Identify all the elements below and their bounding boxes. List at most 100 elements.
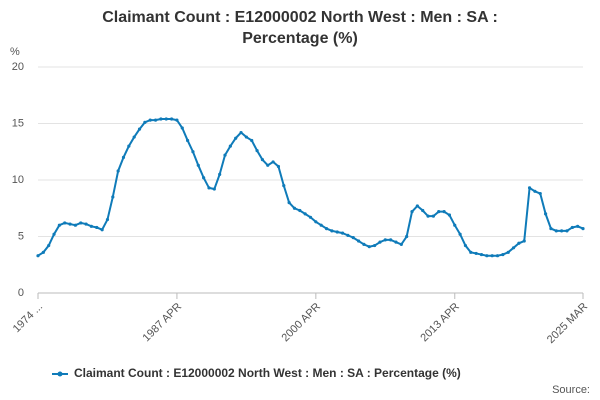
data-point [543, 212, 548, 216]
chart-title: Percentage (%) [242, 30, 358, 47]
data-point [121, 155, 126, 159]
data-point [522, 239, 526, 243]
data-point [127, 144, 131, 148]
x-tick-label: 1987 APR [141, 301, 185, 345]
data-point [143, 120, 147, 124]
data-point [351, 236, 355, 240]
data-point [474, 251, 478, 256]
y-tick-label: 10 [12, 174, 24, 186]
data-point [169, 117, 174, 121]
data-point [490, 254, 494, 258]
data-point [282, 184, 286, 188]
data-point [63, 221, 67, 225]
data-point [410, 210, 414, 214]
data-point [538, 191, 542, 196]
data-point [218, 172, 222, 176]
data-point [186, 138, 190, 143]
data-point [244, 135, 248, 139]
data-point [533, 189, 537, 193]
data-point [463, 243, 468, 248]
data-point [517, 241, 521, 245]
data-point [340, 231, 345, 235]
data-point [431, 214, 435, 218]
data-point [260, 158, 265, 162]
data-point [570, 225, 574, 230]
data-point [314, 220, 318, 224]
data-point [421, 208, 425, 213]
data-point [399, 242, 403, 247]
data-point [501, 252, 505, 257]
data-point [373, 243, 377, 248]
data-point [250, 138, 254, 143]
data-point [292, 206, 297, 210]
data-point [73, 223, 78, 227]
data-point [324, 226, 329, 231]
data-point [191, 150, 195, 154]
data-point [576, 224, 580, 228]
data-point [335, 230, 339, 234]
data-point [41, 250, 45, 254]
data-point [212, 187, 216, 191]
data-point [495, 254, 500, 258]
data-point [95, 225, 99, 230]
data-point [303, 212, 307, 216]
data-point [196, 163, 200, 167]
data-point [549, 226, 553, 231]
data-point [153, 118, 158, 122]
data-point [116, 169, 120, 173]
source: Source: [552, 384, 590, 396]
data-point [57, 223, 61, 227]
data-point [298, 208, 302, 213]
data-point [79, 221, 83, 225]
data-point [356, 239, 361, 243]
data-point [276, 164, 281, 169]
data-point [47, 243, 51, 248]
data-point [36, 254, 40, 258]
data-point [100, 228, 104, 232]
data-point [223, 153, 227, 157]
data-point [266, 163, 270, 167]
data-point [511, 246, 516, 250]
x-tick-label: 1974 ... [11, 301, 45, 335]
data-point [271, 160, 275, 164]
legend-marker [57, 371, 63, 377]
data-point [581, 226, 585, 231]
data-point [479, 252, 484, 257]
data-point [132, 135, 136, 139]
x-tick-label: 2013 APR [418, 301, 462, 345]
x-tick-label: 2000 APR [279, 301, 323, 345]
data-point [554, 229, 558, 233]
data-point [469, 250, 473, 254]
data-point [202, 176, 206, 180]
data-point [207, 186, 211, 190]
data-point [255, 149, 259, 153]
data-point [105, 217, 110, 222]
x-tick-label: 2025 MAR [545, 301, 590, 346]
data-point [383, 238, 387, 242]
data-point [485, 254, 489, 258]
data-point [137, 127, 142, 131]
data-point [378, 240, 382, 244]
data-point [148, 118, 152, 122]
series-line [37, 117, 584, 257]
data-point [89, 224, 94, 228]
data-point [447, 213, 452, 217]
data-point [394, 240, 398, 244]
chart-title: Claimant Count : E12000002 North West : … [102, 9, 498, 26]
data-point [239, 130, 243, 135]
data-point [527, 186, 532, 190]
data-point [458, 232, 462, 236]
y-tick-label: 5 [18, 230, 24, 242]
data-point [84, 222, 88, 226]
data-point [367, 245, 371, 249]
data-point [453, 223, 457, 227]
data-point [68, 222, 72, 226]
y-tick-label: 0 [18, 287, 24, 299]
data-point [319, 223, 323, 227]
data-point [308, 215, 313, 219]
data-point [164, 117, 168, 121]
data-point [506, 250, 510, 254]
data-point [175, 118, 179, 122]
